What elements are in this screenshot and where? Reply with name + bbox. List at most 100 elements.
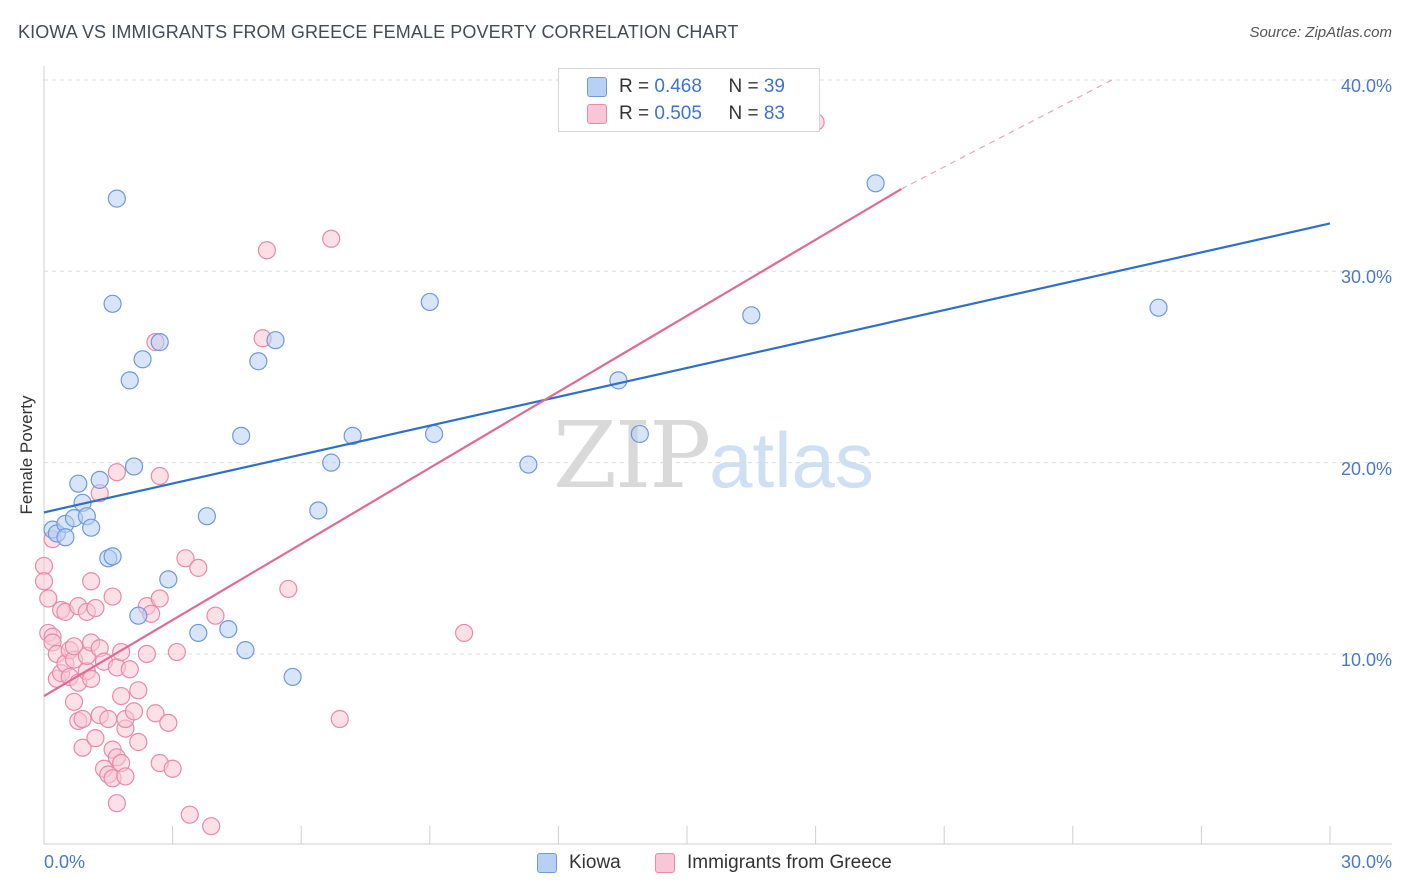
n-value: 83 xyxy=(763,103,785,124)
correlation-legend: R = 0.468 N = 39 R = 0.505 N = 83 xyxy=(558,68,820,132)
greece-trend-extension xyxy=(901,77,1116,190)
greece-point xyxy=(206,606,225,625)
greece-point xyxy=(64,692,84,711)
kiowa-point xyxy=(103,547,122,566)
legend-swatch-kiowa xyxy=(537,853,557,873)
greece-trend-line xyxy=(43,188,902,698)
greece-point xyxy=(330,709,349,729)
kiowa-point xyxy=(266,331,285,350)
kiowa-point xyxy=(742,306,761,325)
trend-lines xyxy=(43,77,1331,698)
kiowa-point xyxy=(159,570,178,589)
legend-label-greece: Immigrants from Greece xyxy=(687,852,892,873)
kiowa-point xyxy=(133,350,152,369)
greece-point xyxy=(34,556,54,576)
kiowa-point xyxy=(630,424,649,444)
x-tick-label: 30.0% xyxy=(1340,852,1392,872)
kiowa-point xyxy=(197,507,216,526)
kiowa-point xyxy=(69,474,88,493)
kiowa-point xyxy=(322,453,341,472)
greece-point xyxy=(454,623,474,643)
kiowa-point xyxy=(129,606,148,625)
greece-point xyxy=(137,644,156,664)
n-label: N = xyxy=(728,76,764,97)
greece-point xyxy=(34,572,54,591)
r-label: R = xyxy=(619,103,655,124)
axes xyxy=(43,66,1392,845)
kiowa-trend-line xyxy=(43,222,1331,514)
kiowa-point xyxy=(124,457,144,476)
greece-point xyxy=(86,729,105,748)
kiowa-point xyxy=(103,294,122,313)
kiowa-point xyxy=(420,292,439,312)
kiowa-point xyxy=(866,174,885,193)
greece-point xyxy=(107,463,126,482)
greece-point xyxy=(257,241,277,260)
legend-label-kiowa: Kiowa xyxy=(569,852,621,873)
greece-point xyxy=(103,587,122,606)
kiowa-point xyxy=(90,470,109,489)
source-credit: Source: ZipAtlas.com xyxy=(1249,24,1392,41)
kiowa-point xyxy=(236,641,255,660)
kiowa-point xyxy=(189,623,208,643)
kiowa-point xyxy=(249,352,268,371)
greece-point xyxy=(159,713,178,732)
r-value: 0.505 xyxy=(654,103,702,124)
y-tick-label: 30.0% xyxy=(1340,267,1392,288)
kiowa-point xyxy=(609,371,628,390)
data-points xyxy=(34,112,1168,836)
kiowa-point xyxy=(56,528,75,547)
kiowa-point xyxy=(424,424,444,444)
kiowa-point xyxy=(120,371,139,390)
legend-row-greece: R = 0.505 N = 83 xyxy=(619,103,785,127)
kiowa-point xyxy=(519,455,538,474)
n-value: 39 xyxy=(763,76,785,97)
greece-point xyxy=(64,637,84,656)
y-tick-label: 20.0% xyxy=(1340,458,1392,479)
greece-point xyxy=(99,709,118,729)
kiowa-point xyxy=(107,189,126,208)
y-tick-label: 40.0% xyxy=(1340,75,1392,96)
legend-row-kiowa: R = 0.468 N = 39 xyxy=(619,76,785,100)
kiowa-point xyxy=(150,333,169,352)
greece-point xyxy=(176,549,195,568)
grid-lines xyxy=(44,79,1392,655)
n-label: N = xyxy=(728,103,764,124)
r-label: R = xyxy=(619,76,655,97)
kiowa-point xyxy=(82,518,101,537)
greece-point xyxy=(73,738,92,757)
greece-point xyxy=(129,732,148,752)
kiowa-point xyxy=(1149,298,1168,317)
greece-point xyxy=(82,669,101,688)
kiowa-point xyxy=(232,426,251,445)
kiowa-point xyxy=(219,619,238,639)
greece-point xyxy=(124,702,144,721)
greece-point xyxy=(146,704,165,723)
greece-point xyxy=(120,660,139,679)
x-tick-label: 0.0% xyxy=(44,852,86,872)
greece-point xyxy=(322,229,341,248)
kiowa-point xyxy=(343,426,362,445)
greece-point xyxy=(39,589,58,608)
greece-point xyxy=(202,817,221,836)
greece-point xyxy=(150,589,169,608)
kiowa-point xyxy=(309,501,328,520)
greece-point xyxy=(107,794,126,813)
greece-point xyxy=(86,598,105,618)
greece-point xyxy=(129,681,148,700)
legend-swatch-kiowa xyxy=(587,77,607,97)
greece-point xyxy=(279,579,298,599)
greece-point xyxy=(112,686,131,706)
greece-point xyxy=(167,642,186,662)
greece-point xyxy=(163,759,182,778)
chart-title: KIOWA VS IMMIGRANTS FROM GREECE FEMALE P… xyxy=(18,22,739,42)
kiowa-point xyxy=(283,667,302,687)
y-tick-label: 10.0% xyxy=(1340,649,1392,670)
greece-point xyxy=(189,558,208,577)
r-value: 0.468 xyxy=(654,76,702,97)
greece-point xyxy=(82,572,101,591)
greece-point xyxy=(180,805,199,824)
greece-point xyxy=(150,466,169,486)
greece-point xyxy=(73,709,92,729)
